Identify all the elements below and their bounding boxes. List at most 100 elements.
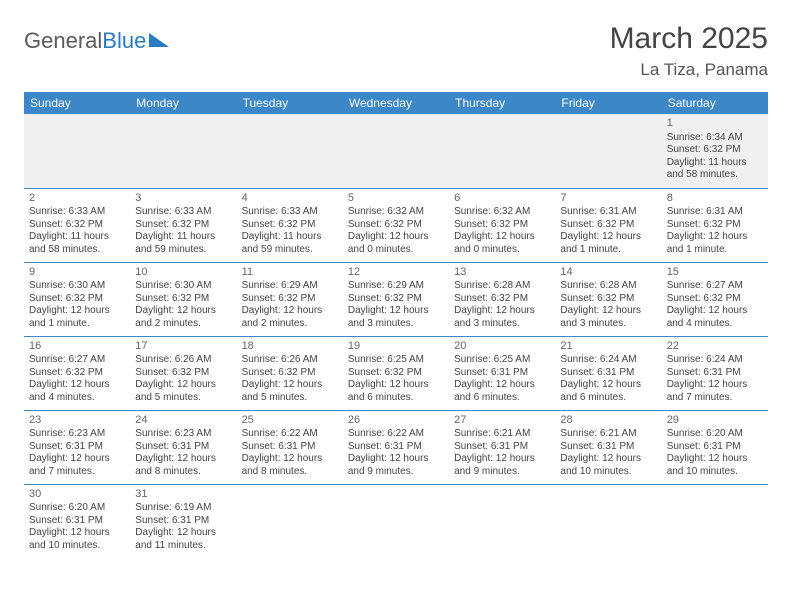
sunrise-line: Sunrise: 6:30 AM (29, 280, 125, 293)
daylight-line: Daylight: 12 hours and 3 minutes. (454, 305, 550, 330)
sunrise-line: Sunrise: 6:33 AM (135, 206, 231, 219)
day-number: 7 (560, 192, 656, 206)
day-number: 31 (135, 488, 231, 502)
sunrise-line: Sunrise: 6:26 AM (135, 354, 231, 367)
calendar-cell: 28Sunrise: 6:21 AMSunset: 6:31 PMDayligh… (555, 410, 661, 484)
day-number: 11 (242, 266, 338, 280)
sunrise-line: Sunrise: 6:28 AM (560, 280, 656, 293)
calendar-cell (449, 484, 555, 558)
calendar-cell: 16Sunrise: 6:27 AMSunset: 6:32 PMDayligh… (24, 336, 130, 410)
daylight-line: Daylight: 12 hours and 10 minutes. (560, 453, 656, 478)
sunset-line: Sunset: 6:31 PM (667, 441, 763, 454)
sunrise-line: Sunrise: 6:29 AM (242, 280, 338, 293)
day-number: 20 (454, 340, 550, 354)
day-number: 1 (667, 117, 763, 131)
calendar-cell: 11Sunrise: 6:29 AMSunset: 6:32 PMDayligh… (237, 262, 343, 336)
calendar-cell: 1Sunrise: 6:34 AMSunset: 6:32 PMDaylight… (662, 114, 768, 188)
calendar-body: 1Sunrise: 6:34 AMSunset: 6:32 PMDaylight… (24, 114, 768, 558)
sunset-line: Sunset: 6:32 PM (454, 293, 550, 306)
daylight-line: Daylight: 12 hours and 3 minutes. (348, 305, 444, 330)
day-number: 17 (135, 340, 231, 354)
daylight-line: Daylight: 12 hours and 11 minutes. (135, 527, 231, 552)
day-number: 12 (348, 266, 444, 280)
day-number: 14 (560, 266, 656, 280)
calendar-cell: 14Sunrise: 6:28 AMSunset: 6:32 PMDayligh… (555, 262, 661, 336)
sunrise-line: Sunrise: 6:19 AM (135, 502, 231, 515)
sunrise-line: Sunrise: 6:28 AM (454, 280, 550, 293)
sunrise-line: Sunrise: 6:31 AM (667, 206, 763, 219)
sunset-line: Sunset: 6:32 PM (348, 293, 444, 306)
day-header: Wednesday (343, 92, 449, 114)
daylight-line: Daylight: 12 hours and 5 minutes. (135, 379, 231, 404)
sunset-line: Sunset: 6:32 PM (242, 293, 338, 306)
sunset-line: Sunset: 6:32 PM (560, 293, 656, 306)
day-header: Sunday (24, 92, 130, 114)
daylight-line: Daylight: 12 hours and 7 minutes. (29, 453, 125, 478)
calendar-cell: 22Sunrise: 6:24 AMSunset: 6:31 PMDayligh… (662, 336, 768, 410)
calendar-cell: 20Sunrise: 6:25 AMSunset: 6:31 PMDayligh… (449, 336, 555, 410)
sunset-line: Sunset: 6:31 PM (135, 515, 231, 528)
day-number: 6 (454, 192, 550, 206)
sunrise-line: Sunrise: 6:25 AM (454, 354, 550, 367)
calendar-cell: 7Sunrise: 6:31 AMSunset: 6:32 PMDaylight… (555, 188, 661, 262)
sunset-line: Sunset: 6:32 PM (242, 219, 338, 232)
day-number: 28 (560, 414, 656, 428)
daylight-line: Daylight: 12 hours and 1 minute. (667, 231, 763, 256)
sunset-line: Sunset: 6:31 PM (348, 441, 444, 454)
header: GeneralBlue March 2025 La Tiza, Panama (24, 22, 768, 80)
day-number: 10 (135, 266, 231, 280)
day-number: 18 (242, 340, 338, 354)
day-number: 16 (29, 340, 125, 354)
calendar-cell (343, 114, 449, 188)
daylight-line: Daylight: 12 hours and 10 minutes. (29, 527, 125, 552)
sunrise-line: Sunrise: 6:23 AM (135, 428, 231, 441)
day-number: 30 (29, 488, 125, 502)
calendar-cell (343, 484, 449, 558)
calendar-cell: 8Sunrise: 6:31 AMSunset: 6:32 PMDaylight… (662, 188, 768, 262)
day-number: 23 (29, 414, 125, 428)
sunrise-line: Sunrise: 6:33 AM (242, 206, 338, 219)
day-number: 13 (454, 266, 550, 280)
calendar-cell (130, 114, 236, 188)
sunrise-line: Sunrise: 6:31 AM (560, 206, 656, 219)
sunrise-line: Sunrise: 6:29 AM (348, 280, 444, 293)
sunset-line: Sunset: 6:31 PM (29, 441, 125, 454)
sunset-line: Sunset: 6:31 PM (29, 515, 125, 528)
day-number: 4 (242, 192, 338, 206)
calendar-cell: 12Sunrise: 6:29 AMSunset: 6:32 PMDayligh… (343, 262, 449, 336)
daylight-line: Daylight: 12 hours and 1 minute. (29, 305, 125, 330)
sunset-line: Sunset: 6:32 PM (348, 219, 444, 232)
calendar-cell: 13Sunrise: 6:28 AMSunset: 6:32 PMDayligh… (449, 262, 555, 336)
sunset-line: Sunset: 6:31 PM (454, 441, 550, 454)
sunrise-line: Sunrise: 6:24 AM (560, 354, 656, 367)
daylight-line: Daylight: 11 hours and 59 minutes. (135, 231, 231, 256)
calendar-cell: 4Sunrise: 6:33 AMSunset: 6:32 PMDaylight… (237, 188, 343, 262)
calendar-cell: 19Sunrise: 6:25 AMSunset: 6:32 PMDayligh… (343, 336, 449, 410)
sunrise-line: Sunrise: 6:22 AM (348, 428, 444, 441)
daylight-line: Daylight: 11 hours and 58 minutes. (29, 231, 125, 256)
daylight-line: Daylight: 12 hours and 3 minutes. (560, 305, 656, 330)
sunset-line: Sunset: 6:32 PM (242, 367, 338, 380)
calendar-cell: 29Sunrise: 6:20 AMSunset: 6:31 PMDayligh… (662, 410, 768, 484)
calendar-head: SundayMondayTuesdayWednesdayThursdayFrid… (24, 92, 768, 114)
daylight-line: Daylight: 12 hours and 1 minute. (560, 231, 656, 256)
sunset-line: Sunset: 6:32 PM (135, 219, 231, 232)
daylight-line: Daylight: 11 hours and 58 minutes. (667, 157, 763, 182)
daylight-line: Daylight: 12 hours and 4 minutes. (667, 305, 763, 330)
daylight-line: Daylight: 12 hours and 10 minutes. (667, 453, 763, 478)
day-number: 27 (454, 414, 550, 428)
calendar-cell: 27Sunrise: 6:21 AMSunset: 6:31 PMDayligh… (449, 410, 555, 484)
calendar-cell: 10Sunrise: 6:30 AMSunset: 6:32 PMDayligh… (130, 262, 236, 336)
day-number: 29 (667, 414, 763, 428)
day-number: 21 (560, 340, 656, 354)
calendar-cell: 2Sunrise: 6:33 AMSunset: 6:32 PMDaylight… (24, 188, 130, 262)
day-header: Monday (130, 92, 236, 114)
sunset-line: Sunset: 6:32 PM (348, 367, 444, 380)
daylight-line: Daylight: 12 hours and 5 minutes. (242, 379, 338, 404)
sunrise-line: Sunrise: 6:24 AM (667, 354, 763, 367)
sunrise-line: Sunrise: 6:32 AM (348, 206, 444, 219)
sunrise-line: Sunrise: 6:30 AM (135, 280, 231, 293)
day-number: 15 (667, 266, 763, 280)
calendar-table: SundayMondayTuesdayWednesdayThursdayFrid… (24, 92, 768, 558)
daylight-line: Daylight: 12 hours and 9 minutes. (348, 453, 444, 478)
